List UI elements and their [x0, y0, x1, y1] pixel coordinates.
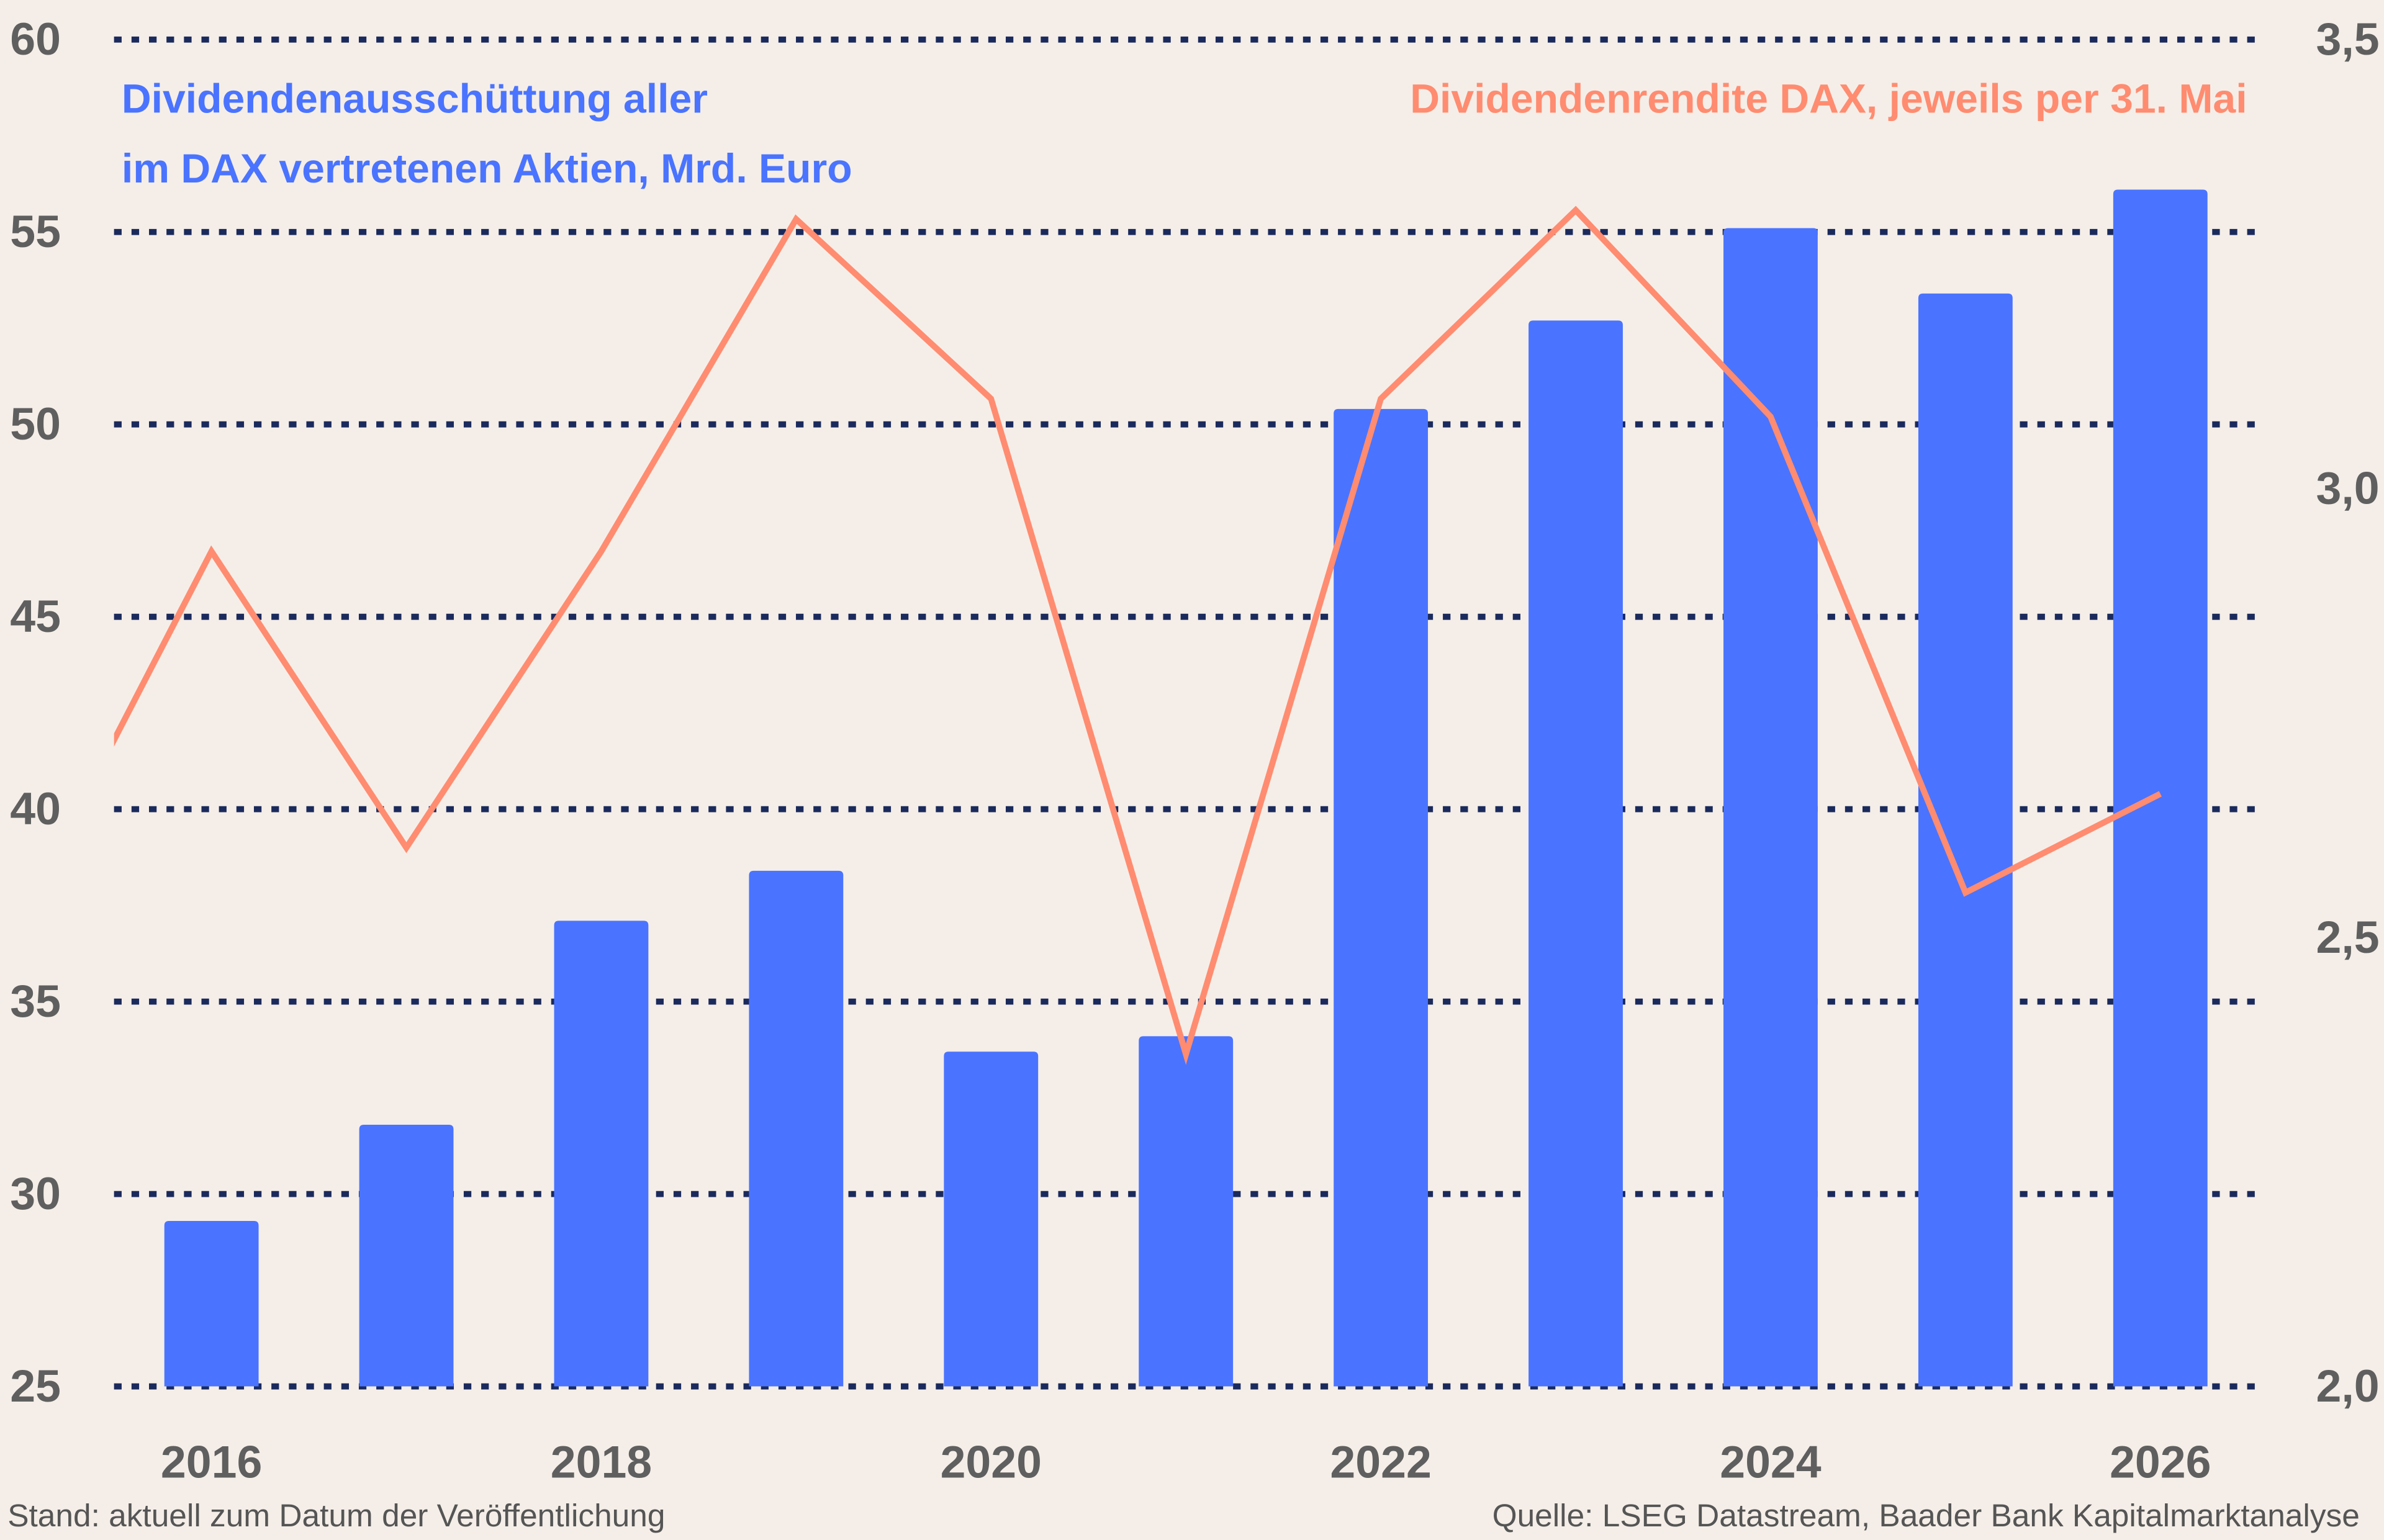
left-tick-label: 30: [10, 1168, 61, 1219]
left-tick-label: 25: [10, 1360, 61, 1412]
right-title: Dividendenrendite DAX, jeweils per 31. M…: [1410, 76, 2247, 122]
bar-2025: [1918, 293, 2013, 1387]
right-tick-label: 3,5: [2316, 13, 2380, 65]
left-tick-label: 60: [10, 13, 61, 65]
bar-2020: [944, 1051, 1039, 1387]
bar-2016: [164, 1220, 259, 1387]
yield-line: [114, 205, 2162, 1065]
bar-2019: [749, 870, 844, 1387]
yield-line-path: [114, 205, 2162, 1065]
x-tick-label: 2026: [2110, 1436, 2211, 1488]
bar-2021: [1139, 1036, 1234, 1387]
gridlines: [114, 36, 2258, 1390]
left-tick-label: 50: [10, 398, 61, 449]
footer-right: Quelle: LSEG Datastream, Baader Bank Kap…: [1492, 1497, 2360, 1533]
left-tick-label: 40: [10, 783, 61, 834]
right-tick-label: 2,0: [2316, 1360, 2380, 1412]
bar-2024: [1723, 228, 1818, 1387]
bar-2018: [554, 921, 649, 1387]
left-axis: 60 55 50 45 40 35 30 25: [10, 13, 61, 1412]
footer-left: Stand: aktuell zum Datum der Veröffentli…: [7, 1497, 665, 1533]
left-title-line1: Dividendenausschüttung aller: [122, 76, 708, 122]
left-tick-label: 45: [10, 590, 61, 642]
bar-2026: [2113, 189, 2208, 1387]
bars: [164, 189, 2208, 1387]
left-tick-label: 35: [10, 975, 61, 1027]
x-tick-label: 2024: [1720, 1436, 1822, 1488]
bar-2017: [359, 1125, 454, 1387]
x-axis: 2016 2018 2020 2022 2024 2026: [161, 1436, 2211, 1488]
x-tick-label: 2022: [1330, 1436, 1431, 1488]
right-axis: 3,5 3,0 2,5 2,0: [2316, 13, 2380, 1412]
right-tick-label: 3,0: [2316, 462, 2380, 514]
bar-2023: [1528, 320, 1623, 1387]
x-tick-label: 2020: [941, 1436, 1042, 1488]
left-title-line2: im DAX vertretenen Aktien, Mrd. Euro: [122, 146, 852, 192]
x-tick-label: 2016: [161, 1436, 262, 1488]
bar-2022: [1334, 408, 1429, 1387]
right-tick-label: 2,5: [2316, 911, 2380, 963]
x-tick-label: 2018: [551, 1436, 652, 1488]
left-tick-label: 55: [10, 205, 61, 257]
